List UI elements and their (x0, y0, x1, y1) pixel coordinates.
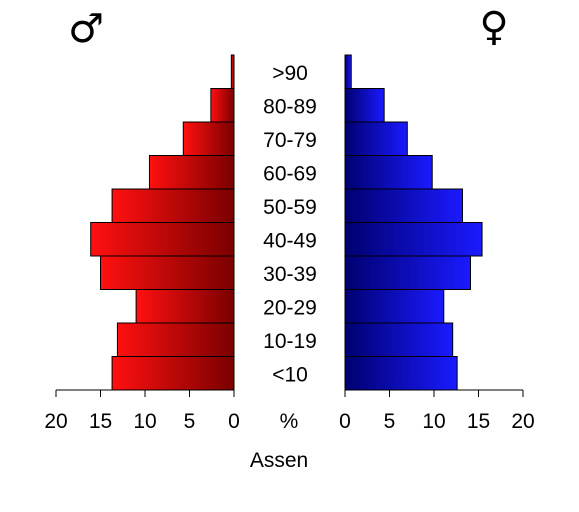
x-axis-title: Assen (250, 449, 308, 472)
male-x-axis: 20 15 10 5 0 (44, 389, 240, 433)
female-bar-5 (344, 188, 463, 223)
male-tick-label-2: 10 (133, 410, 156, 433)
male-bar-2 (135, 289, 235, 324)
female-bar-2 (344, 289, 445, 324)
female-bar-4 (344, 222, 483, 257)
age-label-7: 70-79 (263, 129, 317, 152)
male-bar-4 (90, 222, 235, 257)
male-symbol: ♂ (68, 6, 104, 52)
age-label-2: 20-29 (263, 296, 317, 319)
male-bar-5 (111, 188, 235, 223)
male-tick-label-4: 0 (228, 410, 240, 433)
female-bar-3 (344, 255, 471, 290)
male-tick-label-0: 20 (44, 410, 67, 433)
male-bar-9 (230, 54, 235, 89)
male-bar-3 (100, 255, 235, 290)
center-unit-label: % (280, 410, 299, 433)
female-bars (344, 54, 483, 391)
age-label-6: 60-69 (263, 162, 317, 185)
male-bar-8 (210, 88, 235, 123)
age-label-3: 30-39 (263, 263, 317, 286)
female-tick-label-3: 15 (467, 410, 490, 433)
female-bar-9 (344, 54, 352, 89)
male-bar-7 (182, 121, 235, 156)
female-bar-0 (344, 356, 458, 391)
female-bar-6 (344, 155, 433, 190)
male-bar-6 (148, 155, 235, 190)
male-bar-0 (111, 356, 235, 391)
female-x-axis: 0 5 10 15 20 (339, 389, 535, 433)
age-label-4: 40-49 (263, 229, 317, 252)
female-symbol: ♀ (479, 4, 508, 50)
male-bar-1 (116, 322, 235, 357)
age-label-1: 10-19 (263, 330, 317, 353)
female-tick-label-2: 10 (422, 410, 445, 433)
female-tick-label-4: 20 (511, 410, 534, 433)
female-tick-label-0: 0 (339, 410, 351, 433)
male-tick-label-1: 15 (89, 410, 112, 433)
female-bar-1 (344, 322, 454, 357)
age-label-5: 50-59 (263, 196, 317, 219)
age-label-9: >90 (272, 62, 308, 85)
age-group-labels: <10 10-19 20-29 30-39 40-49 50-59 60-69 70-79 80… (263, 62, 317, 387)
female-bar-7 (344, 121, 408, 156)
age-label-8: 80-89 (263, 95, 317, 118)
male-bars (90, 54, 235, 391)
female-tick-label-1: 5 (384, 410, 396, 433)
female-bar-8 (344, 88, 385, 123)
age-label-0: <10 (272, 363, 308, 386)
male-tick-label-3: 5 (184, 410, 196, 433)
